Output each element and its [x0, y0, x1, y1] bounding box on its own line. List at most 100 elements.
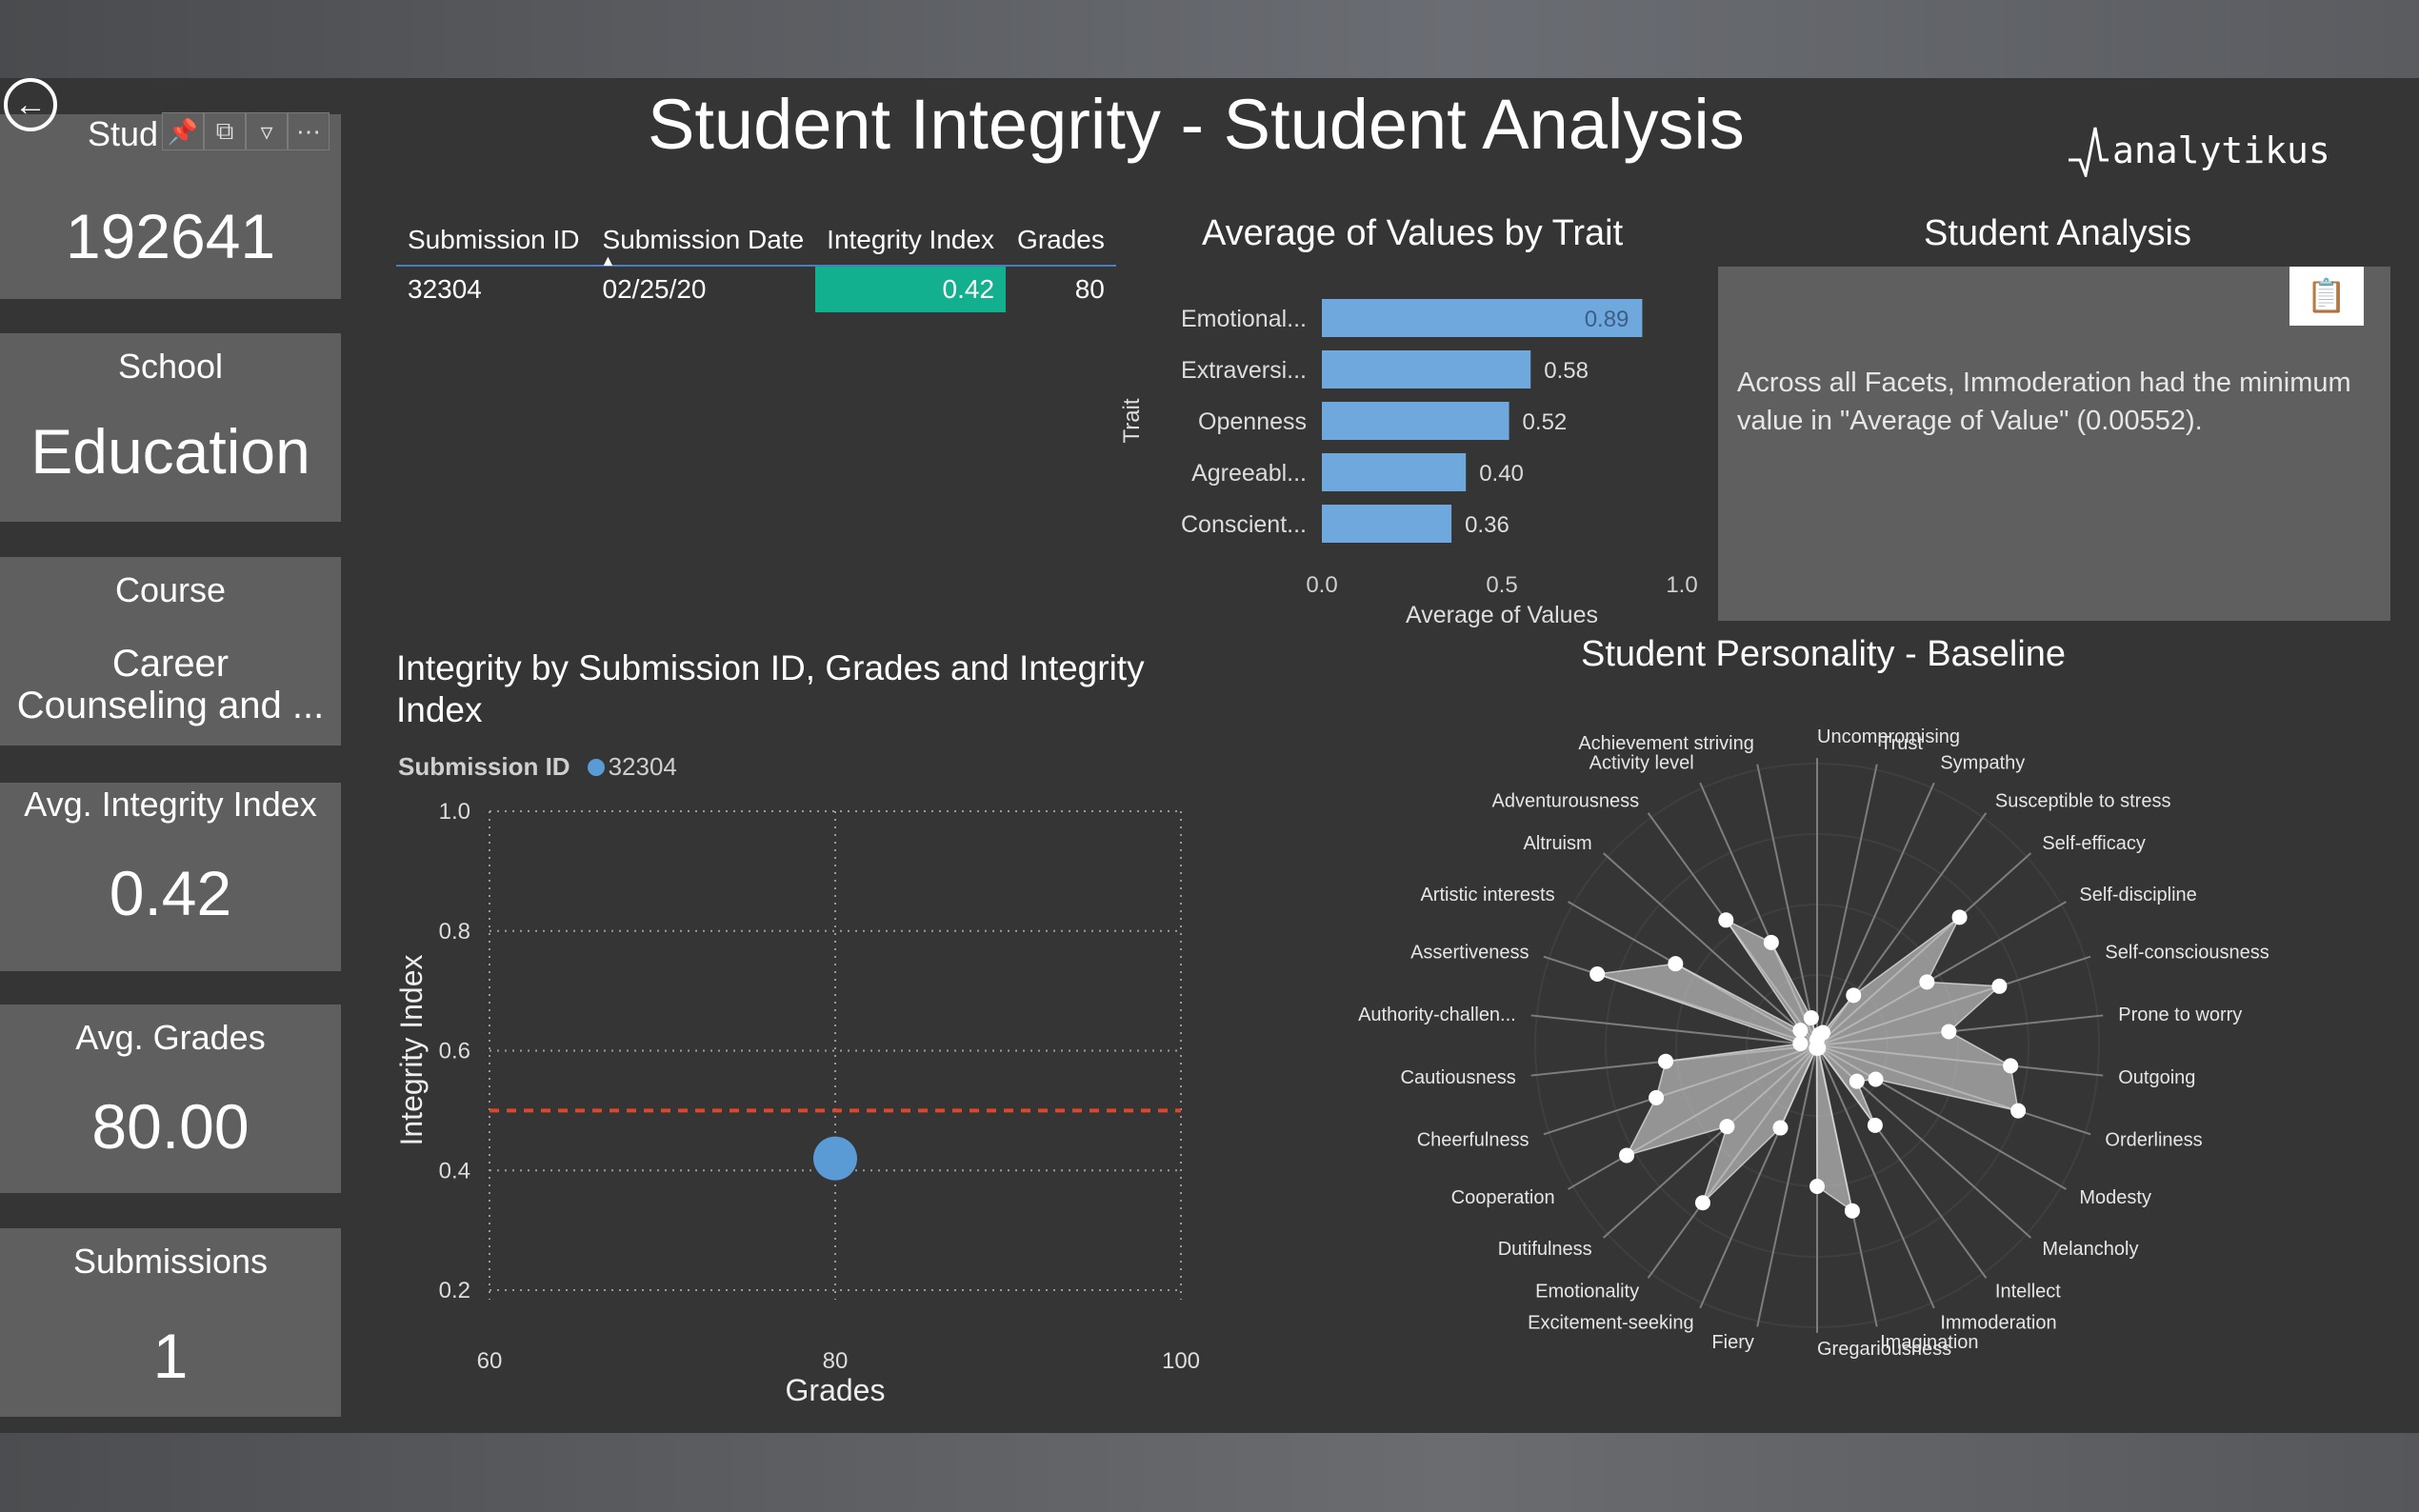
- school-card: School Education: [0, 333, 341, 522]
- radar-point[interactable]: [1763, 934, 1779, 950]
- radar-point[interactable]: [1772, 1120, 1789, 1136]
- course-value-line2: Counseling and ...: [16, 685, 325, 726]
- back-button[interactable]: ←: [4, 78, 57, 131]
- trait-bar-chart[interactable]: Emotional... 0.89 Extraversi... 0.58 Opennes…: [1105, 276, 1714, 638]
- radar-axis-label: Immoderation: [1940, 1313, 2056, 1334]
- course-card: Course Career Counseling and ...: [0, 557, 341, 746]
- course-value-line1: Career: [111, 643, 230, 685]
- radar-axis-label: Imagination: [1880, 1332, 1978, 1353]
- radar-chart-title: Student Personality - Baseline: [1581, 634, 2067, 674]
- radar-axis-label: Activity level: [1589, 752, 1694, 773]
- trait-x-tick: 0.5: [1486, 572, 1517, 598]
- radar-point[interactable]: [1792, 1023, 1809, 1039]
- copy-button[interactable]: 📋: [2289, 267, 2364, 326]
- trait-x-tick: 1.0: [1666, 572, 1697, 598]
- trait-bar[interactable]: [1322, 299, 1643, 337]
- more-options-icon[interactable]: ⋯: [288, 112, 330, 150]
- scatter-y-tick: 0.6: [439, 1039, 470, 1064]
- legend-item-label[interactable]: 32304: [608, 752, 677, 781]
- radar-point[interactable]: [1844, 1203, 1860, 1219]
- filter-icon[interactable]: ▿: [246, 112, 288, 150]
- student-id-card-title: Stud: [88, 114, 159, 153]
- trait-y-axis-label: Trait: [1119, 398, 1145, 443]
- radar-point[interactable]: [1919, 974, 1935, 990]
- radar-point[interactable]: [1867, 1117, 1883, 1133]
- radar-point[interactable]: [1668, 956, 1684, 972]
- radar-point[interactable]: [1658, 1053, 1674, 1069]
- student-analysis-panel: 📋 Across all Facets, Immoderation had th…: [1718, 267, 2390, 621]
- trait-bar[interactable]: [1322, 505, 1452, 543]
- scatter-point[interactable]: [813, 1136, 857, 1181]
- trait-bar[interactable]: [1322, 453, 1467, 491]
- radar-point[interactable]: [2010, 1103, 2027, 1119]
- school-card-title: School: [117, 347, 224, 386]
- trait-data-label: 0.52: [1523, 409, 1568, 435]
- col-submission-id[interactable]: Submission ID: [396, 219, 591, 267]
- scatter-y-axis-label: Integrity Index: [394, 955, 429, 1146]
- col-grades[interactable]: Grades: [1006, 219, 1116, 267]
- radar-point[interactable]: [1589, 965, 1606, 982]
- clipboard-icon: 📋: [2306, 278, 2348, 314]
- radar-point[interactable]: [1941, 1024, 1957, 1040]
- radar-point[interactable]: [1846, 987, 1862, 1004]
- copy-icon[interactable]: ⧉: [204, 112, 246, 150]
- window-top-bar: [0, 0, 2419, 78]
- pin-icon[interactable]: 📌: [162, 112, 204, 150]
- radar-spoke: [1602, 852, 1818, 1046]
- scatter-x-tick: 80: [823, 1348, 849, 1374]
- radar-axis-label: Self-discipline: [2079, 885, 2196, 905]
- radar-axis-label: Trust: [1880, 733, 1923, 754]
- radar-point[interactable]: [1849, 1073, 1865, 1089]
- scatter-y-tick: 0.8: [439, 919, 470, 945]
- radar-axis-label: Artistic interests: [1420, 885, 1554, 905]
- trait-data-label: 0.58: [1544, 358, 1589, 384]
- radar-axis-label: Authority-challen...: [1358, 1005, 1516, 1025]
- trait-category-label: Agreeabl...: [1191, 460, 1307, 487]
- radar-point[interactable]: [1809, 1179, 1825, 1194]
- radar-axis-label: Intellect: [1995, 1281, 2061, 1302]
- col-integrity-index[interactable]: Integrity Index: [815, 219, 1007, 267]
- student-analysis-title: Student Analysis: [1924, 213, 2191, 253]
- legend-title: Submission ID: [398, 752, 570, 781]
- radar-axis-label: Melancholy: [2042, 1239, 2138, 1260]
- radar-spoke: [1756, 764, 1818, 1046]
- trait-bar[interactable]: [1322, 350, 1531, 388]
- table-row[interactable]: 32304 02/25/20 0.42 80: [396, 266, 1116, 312]
- trait-bar[interactable]: [1322, 402, 1509, 440]
- radar-point[interactable]: [1868, 1071, 1884, 1087]
- avg-grades-value: 80.00: [91, 1091, 250, 1162]
- radar-axis-label: Self-consciousness: [2105, 943, 2269, 964]
- school-card-value: Education: [30, 416, 310, 487]
- radar-axis-label: Dutifulness: [1498, 1239, 1592, 1260]
- radar-point[interactable]: [1719, 1119, 1735, 1135]
- radar-spoke: [1530, 1014, 1818, 1046]
- scatter-y-tick: 0.2: [439, 1278, 470, 1303]
- trait-chart-title: Average of Values by Trait: [1202, 213, 1624, 253]
- radar-point[interactable]: [1694, 1195, 1710, 1211]
- radar-point[interactable]: [1619, 1147, 1635, 1164]
- trait-data-label: 0.89: [1585, 307, 1629, 332]
- radar-point[interactable]: [1951, 909, 1968, 925]
- radar-point[interactable]: [1649, 1089, 1665, 1105]
- radar-point[interactable]: [1991, 978, 2008, 994]
- radar-point[interactable]: [2003, 1058, 2019, 1074]
- scatter-x-tick: 100: [1162, 1348, 1200, 1374]
- trait-category-label: Conscient...: [1181, 511, 1307, 538]
- scatter-x-axis-label: Grades: [786, 1373, 886, 1407]
- scatter-legend: Submission ID 32304: [398, 752, 677, 782]
- logo-text: analytikus: [2112, 129, 2330, 171]
- cell-submission-id: 32304: [408, 274, 482, 304]
- scatter-title-line2: Index: [396, 690, 483, 729]
- integrity-scatter-chart[interactable]: 1.0 0.8 0.6 0.4 0.2 60 80 100 Grades Integrity In…: [381, 790, 1219, 1409]
- radar-point[interactable]: [1803, 1010, 1819, 1026]
- radar-point[interactable]: [1815, 1025, 1831, 1041]
- trait-data-label: 0.40: [1479, 461, 1524, 487]
- col-submission-date[interactable]: Submission Date ▲: [590, 219, 816, 269]
- cell-grades: 80: [1074, 274, 1105, 304]
- radar-point[interactable]: [1718, 912, 1734, 928]
- radar-point[interactable]: [1809, 1040, 1825, 1056]
- radar-point[interactable]: [1792, 1036, 1809, 1052]
- radar-axis-label: Sympathy: [1940, 752, 2025, 773]
- radar-spoke: [1816, 782, 1935, 1046]
